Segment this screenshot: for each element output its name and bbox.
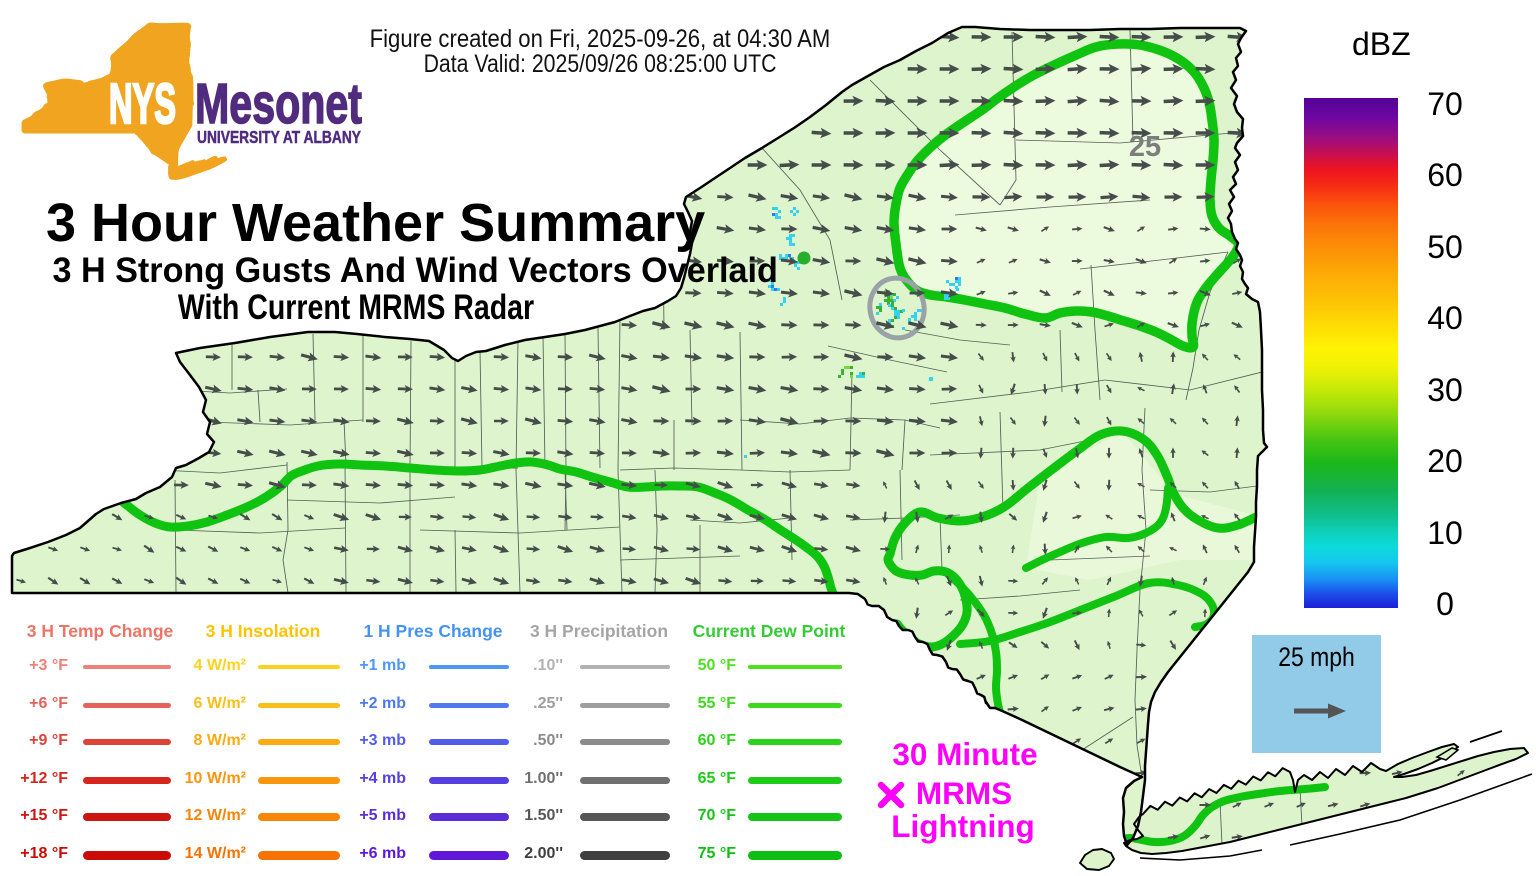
svg-text:Mesonet: Mesonet [195, 72, 362, 136]
svg-text:UNIVERSITY AT ALBANY: UNIVERSITY AT ALBANY [197, 127, 361, 147]
svg-text:25: 25 [1129, 131, 1161, 163]
svg-text:NYS: NYS [109, 72, 176, 136]
